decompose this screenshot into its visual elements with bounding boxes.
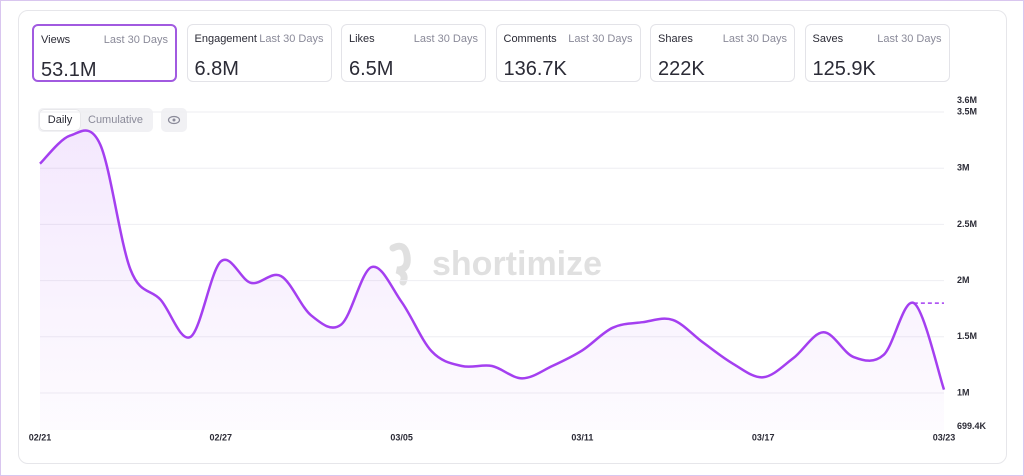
metric-card[interactable]: Views Last 30 Days 53.1M bbox=[32, 24, 177, 82]
metric-value: 6.5M bbox=[349, 58, 394, 80]
metric-label: Views bbox=[41, 34, 71, 46]
metric-label: Likes bbox=[349, 33, 375, 45]
metric-value: 6.8M bbox=[194, 58, 239, 80]
metric-card[interactable]: Shares Last 30 Days 222K bbox=[650, 24, 795, 82]
metric-label: Comments bbox=[503, 33, 557, 45]
eye-icon bbox=[167, 115, 181, 125]
line bbox=[39, 129, 946, 391]
metric-period: Last 30 Days bbox=[568, 33, 633, 45]
metric-label: Shares bbox=[658, 33, 693, 45]
metric-value: 125.9K bbox=[812, 58, 876, 80]
y-tick-label: 699.4K bbox=[957, 421, 987, 431]
metric-value: 136.7K bbox=[503, 58, 567, 80]
y-tick-label: 2M bbox=[957, 275, 970, 285]
y-tick-label: 3.5M bbox=[957, 106, 977, 116]
y-tick-label: 1.5M bbox=[957, 331, 977, 341]
metric-period: Last 30 Days bbox=[103, 34, 168, 46]
metric-card[interactable]: Comments Last 30 Days 136.7K bbox=[495, 24, 641, 82]
metric-label: Saves bbox=[812, 33, 844, 45]
metric-card[interactable]: Likes Last 30 Days 6.5M bbox=[341, 24, 486, 82]
x-tick-label: 03/05 bbox=[390, 432, 413, 442]
metric-card[interactable]: Saves Last 30 Days 125.9K bbox=[804, 24, 950, 82]
metric-period: Last 30 Days bbox=[259, 33, 324, 45]
y-tick-label: 2.5M bbox=[957, 219, 977, 229]
metric-value: 53.1M bbox=[41, 59, 97, 81]
watermark: shortimize bbox=[389, 242, 602, 286]
metric-label: Engagement bbox=[194, 33, 257, 45]
metric-period: Last 30 Days bbox=[877, 33, 942, 45]
cumulative-button[interactable]: Cumulative bbox=[88, 114, 144, 126]
x-tick-label: 02/21 bbox=[29, 432, 52, 442]
y-tick-label: 1M bbox=[957, 387, 970, 397]
x-tick-label: 03/23 bbox=[933, 432, 956, 442]
x-tick-label: 03/17 bbox=[752, 432, 775, 442]
x-tick-label: 03/11 bbox=[571, 432, 593, 442]
metric-period: Last 30 Days bbox=[413, 33, 478, 45]
x-tick-label: 02/27 bbox=[210, 432, 233, 442]
watermark-text: shortimize bbox=[432, 245, 602, 283]
y-tick-label: 3.6M bbox=[957, 95, 977, 105]
metric-value: 222K bbox=[658, 58, 705, 80]
daily-button[interactable]: Daily bbox=[40, 110, 80, 130]
y-tick-label: 3M bbox=[957, 163, 970, 173]
metric-period: Last 30 Days bbox=[722, 33, 787, 45]
metric-card[interactable]: Engagement Last 30 Days 6.8M bbox=[186, 24, 332, 82]
